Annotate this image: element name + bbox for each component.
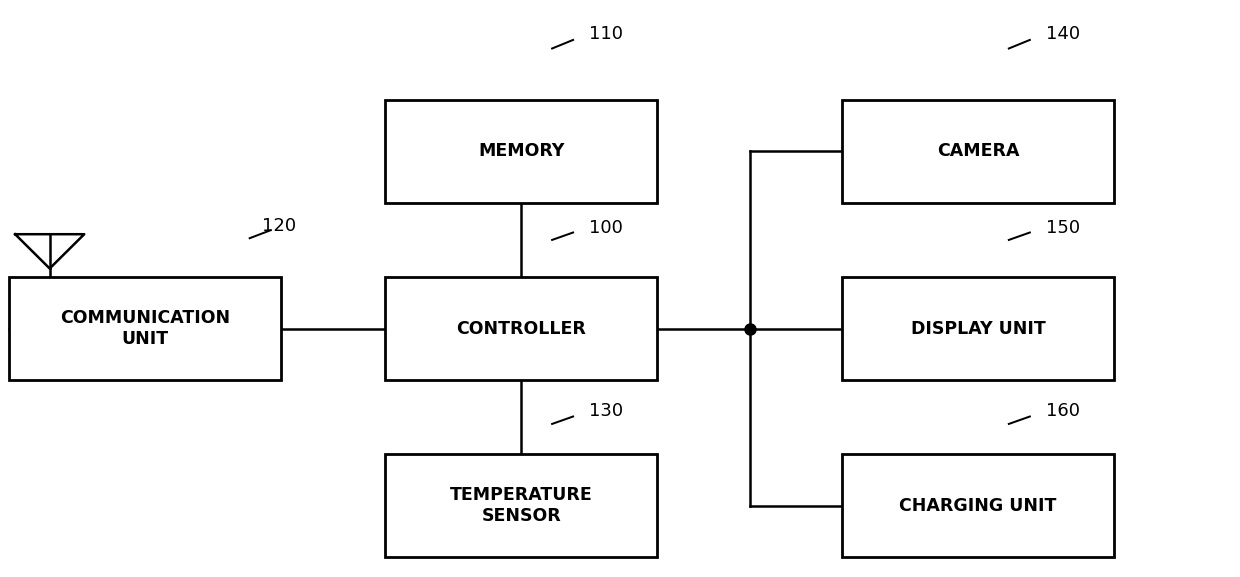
Text: 120: 120 — [262, 216, 296, 235]
Text: 160: 160 — [1045, 402, 1080, 421]
Text: 140: 140 — [1045, 25, 1080, 43]
Bar — [842, 277, 1114, 380]
Text: 100: 100 — [589, 219, 622, 238]
Bar — [386, 100, 657, 203]
Text: CAMERA: CAMERA — [936, 143, 1019, 160]
Text: CONTROLLER: CONTROLLER — [456, 320, 587, 338]
Bar — [9, 277, 280, 380]
Text: MEMORY: MEMORY — [479, 143, 564, 160]
Text: TEMPERATURE
SENSOR: TEMPERATURE SENSOR — [450, 486, 593, 525]
Text: 150: 150 — [1045, 219, 1080, 238]
Bar — [386, 454, 657, 557]
Text: CHARGING UNIT: CHARGING UNIT — [899, 497, 1056, 515]
Text: 110: 110 — [589, 25, 624, 43]
Text: DISPLAY UNIT: DISPLAY UNIT — [910, 320, 1045, 338]
Bar — [842, 100, 1114, 203]
Text: 130: 130 — [589, 402, 624, 421]
Text: COMMUNICATION
UNIT: COMMUNICATION UNIT — [60, 309, 229, 348]
Bar — [842, 454, 1114, 557]
Bar — [386, 277, 657, 380]
